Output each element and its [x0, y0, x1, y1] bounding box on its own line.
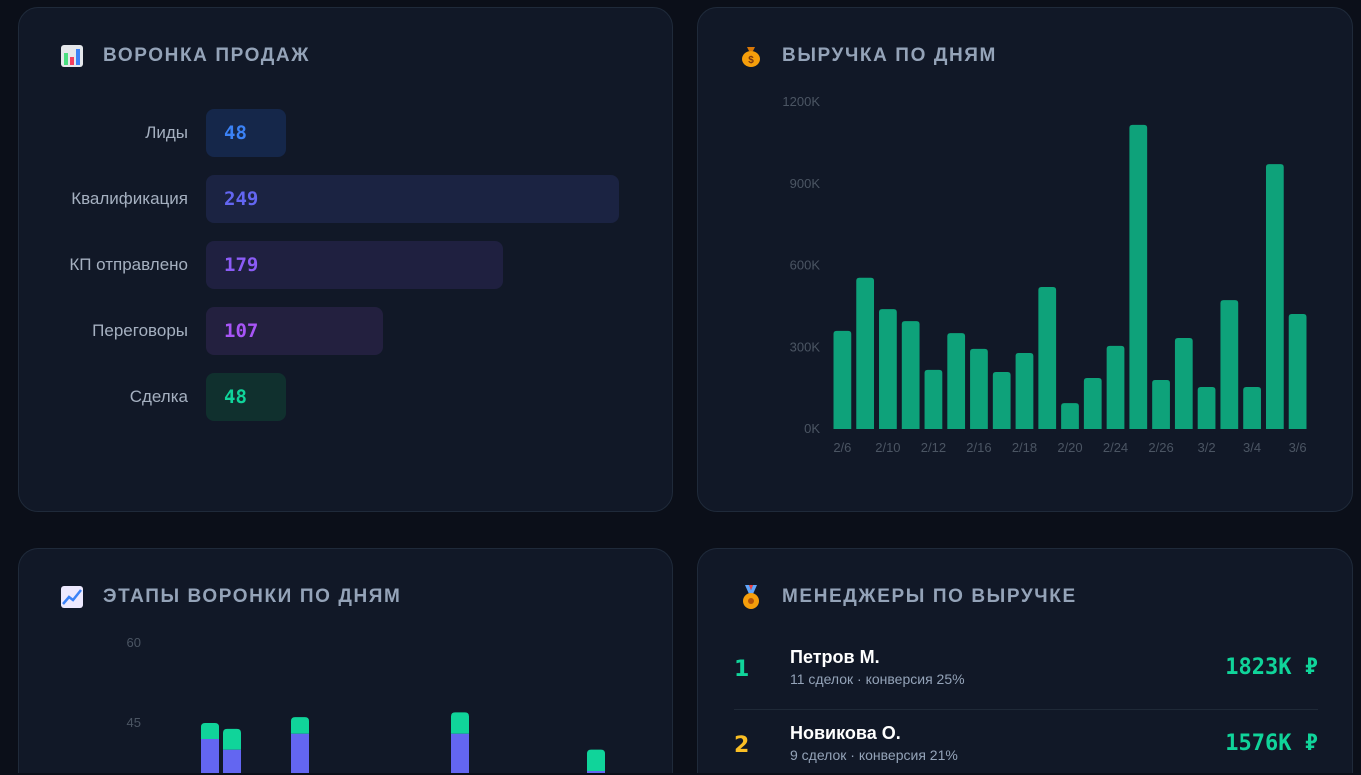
manager-name: Новикова О.: [790, 723, 901, 743]
y-tick-label: 900K: [790, 176, 821, 191]
stage-bar-segment: [223, 749, 241, 773]
revenue-bar: [1015, 352, 1034, 429]
funnel-stage-bar: 107: [206, 307, 384, 355]
revenue-bar: [1106, 345, 1125, 429]
revenue-bar: [992, 372, 1011, 429]
medal-icon: [738, 585, 764, 609]
manager-row[interactable]: 1 Петров М. 11 сделок · конверсия 25% 18…: [734, 643, 1318, 699]
funnel-stage-label: Переговоры: [92, 321, 188, 340]
y-tick-label: 1200K: [782, 94, 820, 109]
funnel-stage-label: Лиды: [145, 123, 188, 142]
stage-bar-segment: [451, 712, 469, 734]
funnel-stage-row: Сделка 48: [19, 373, 286, 421]
x-tick-label: 2/16: [966, 440, 991, 455]
funnel-stage-value: 48: [224, 122, 247, 144]
revenue-bar: [856, 277, 875, 429]
stage-bar-segment: [587, 749, 605, 771]
manager-revenue: 1576K ₽: [1225, 731, 1318, 756]
managers-by-revenue-card: МЕНЕДЖЕРЫ ПО ВЫРУЧКЕ 1 Петров М. 11 сдел…: [697, 548, 1353, 773]
y-tick-label: 600K: [790, 258, 821, 273]
manager-rank: 1: [734, 657, 750, 682]
revenue-bar: [879, 309, 897, 429]
sales-funnel-card: ВОРОНКА ПРОДАЖ Лиды 48 Квалификация 249 КП о…: [18, 7, 673, 512]
funnel-stage-label: Квалификация: [71, 189, 188, 208]
x-tick-label: 3/4: [1243, 440, 1261, 455]
y-tick-label: 60: [127, 635, 141, 650]
card-title: ЭТАПЫ ВОРОНКИ ПО ДНЯМ: [103, 586, 402, 607]
funnel-stage-value: 179: [224, 254, 259, 276]
stage-bar-segment: [451, 733, 469, 773]
stage-bar-segment: [201, 739, 219, 773]
stages-stacked-bar-chart: 60 45: [127, 635, 605, 773]
x-tick-label: 2/6: [833, 440, 851, 455]
revenue-bar: [970, 348, 988, 429]
revenue-bar-chart: 0K 300K 600K 900K 1200K 2/6 2/10 2/12 2/16 2/18 2/…: [782, 94, 1307, 455]
stage-bar-segment: [201, 723, 219, 739]
card-title: ВОРОНКА ПРОДАЖ: [103, 45, 310, 66]
x-tick-label: 2/10: [875, 440, 900, 455]
revenue-bar: [1038, 287, 1057, 429]
stage-bar-segment: [291, 717, 309, 734]
funnel-stage-label: Сделка: [129, 387, 188, 406]
x-tick-label: 2/12: [921, 440, 946, 455]
revenue-bar: [1152, 379, 1170, 429]
revenue-bar: [1061, 403, 1079, 429]
funnel-stage-row: Квалификация 249: [19, 175, 619, 223]
funnel-stage-bar: 48: [206, 109, 286, 157]
manager-name: Петров М.: [790, 647, 880, 667]
y-tick-label: 0K: [804, 421, 820, 436]
funnel-stage-bar: 48: [206, 373, 286, 421]
revenue-bar: [1243, 387, 1261, 429]
revenue-by-day-card: $ ВЫРУЧКА ПО ДНЯМ 0K 300K 600K 900K 1200K 2/6…: [697, 7, 1353, 512]
money-bag-icon: $: [738, 44, 764, 68]
y-tick-label: 300K: [790, 339, 821, 354]
x-tick-label: 2/24: [1103, 440, 1128, 455]
y-tick-label: 45: [127, 715, 141, 730]
revenue-bar: [1174, 337, 1193, 429]
revenue-bar: [1288, 314, 1307, 429]
card-title: МЕНЕДЖЕРЫ ПО ВЫРУЧКЕ: [782, 586, 1077, 607]
funnel-stage-label: КП отправлено: [69, 255, 188, 274]
x-tick-label: 2/26: [1148, 440, 1173, 455]
funnel-stage-row: Переговоры 107: [19, 307, 384, 355]
manager-stats: 11 сделок · конверсия 25%: [790, 671, 965, 687]
x-tick-label: 3/2: [1198, 440, 1216, 455]
revenue-bar: [1129, 124, 1148, 429]
funnel-stage-row: Лиды 48: [19, 109, 286, 157]
funnel-stage-bar: 179: [206, 241, 503, 289]
stage-bar-segment: [291, 733, 309, 773]
revenue-bar: [1197, 387, 1216, 429]
revenue-bar: [1083, 378, 1102, 429]
funnel-stages-by-day-card: ЭТАПЫ ВОРОНКИ ПО ДНЯМ 60 45: [18, 548, 673, 773]
revenue-bar: [901, 321, 920, 429]
funnel-stage-bar: 249: [206, 175, 619, 223]
divider: [734, 709, 1318, 710]
x-tick-label: 2/18: [1012, 440, 1037, 455]
bar-chart-icon: [59, 44, 85, 68]
revenue-bar: [833, 330, 852, 429]
funnel-stage-value: 107: [224, 320, 259, 342]
revenue-bar: [924, 369, 943, 429]
revenue-bar: [947, 333, 966, 429]
x-tick-label: 3/6: [1289, 440, 1307, 455]
manager-row[interactable]: 2 Новикова О. 9 сделок · конверсия 21% 1…: [734, 719, 1318, 775]
manager-rank: 2: [734, 733, 750, 758]
manager-revenue: 1823K ₽: [1225, 655, 1318, 680]
svg-text:$: $: [748, 55, 754, 66]
manager-stats: 9 сделок · конверсия 21%: [790, 747, 958, 763]
chart-increasing-icon: [59, 585, 85, 609]
stage-bar-segment: [587, 771, 605, 773]
revenue-bar: [1220, 300, 1239, 429]
funnel-stage-value: 48: [224, 386, 247, 408]
funnel-stage-row: КП отправлено 179: [19, 241, 503, 289]
revenue-bar: [1265, 164, 1284, 429]
stage-bar-segment: [223, 728, 241, 750]
funnel-stage-value: 249: [224, 188, 259, 210]
x-tick-label: 2/20: [1057, 440, 1082, 455]
card-title: ВЫРУЧКА ПО ДНЯМ: [782, 45, 997, 66]
